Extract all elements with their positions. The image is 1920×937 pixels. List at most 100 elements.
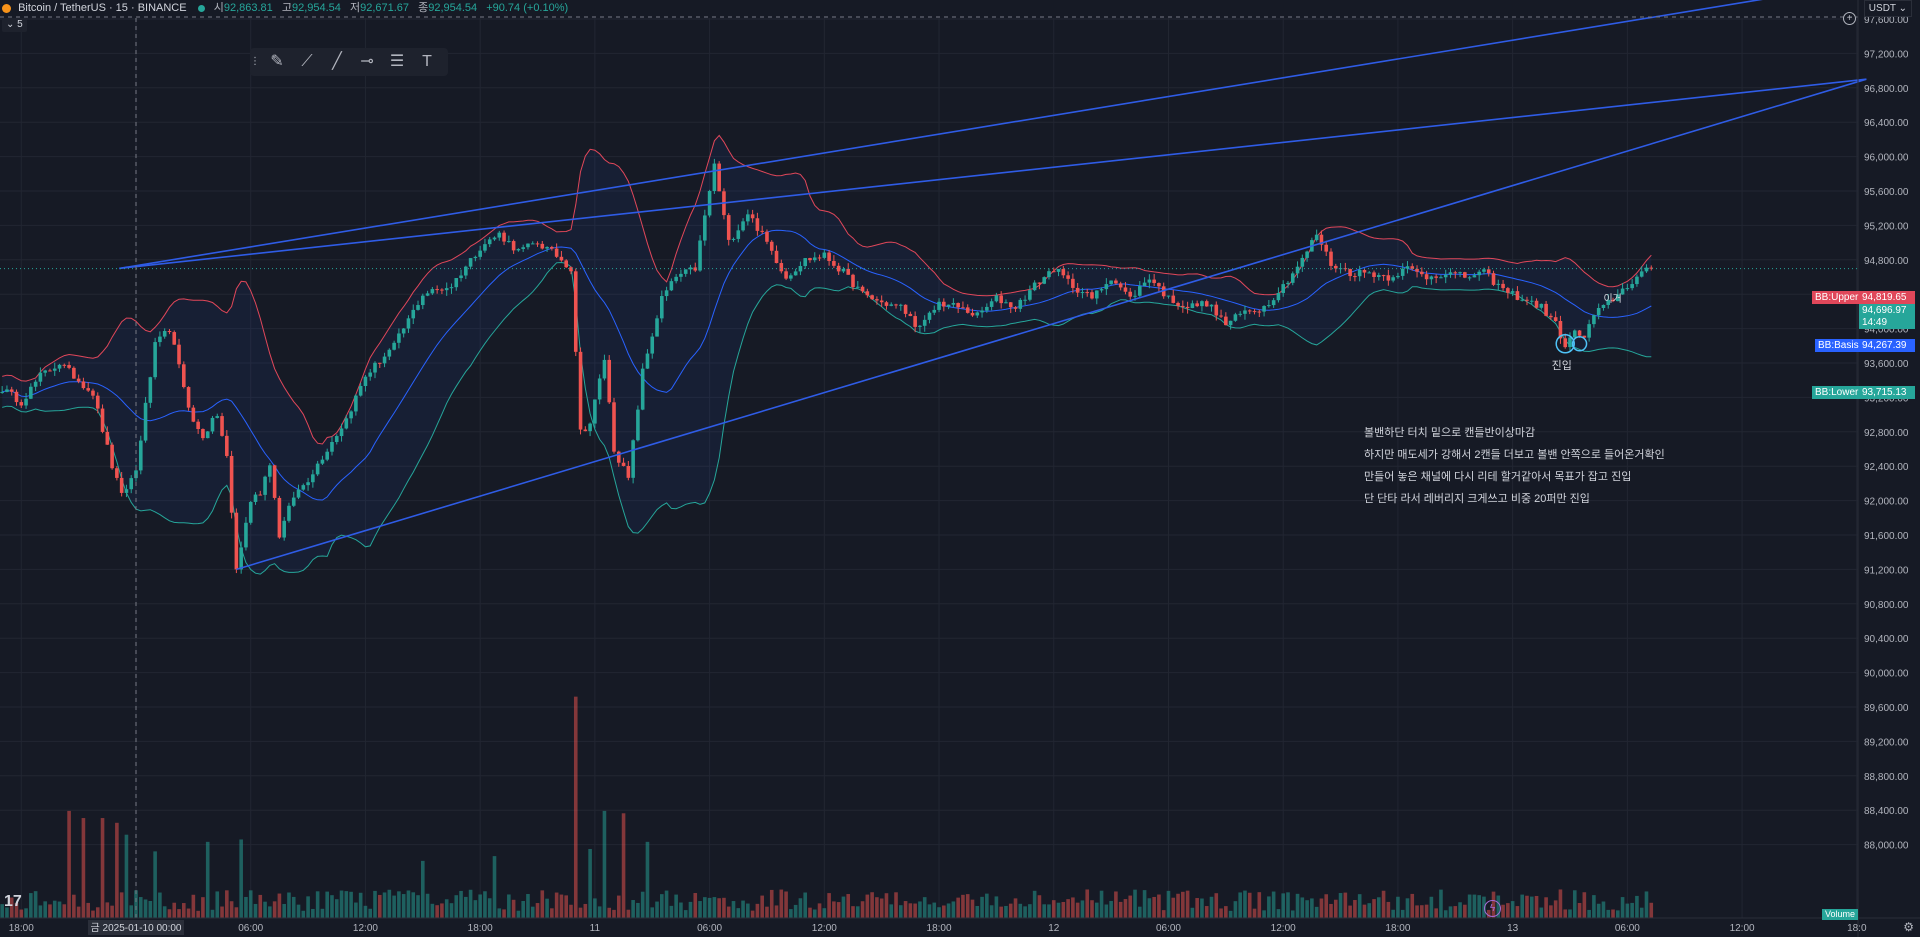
volume-bar xyxy=(220,906,224,918)
candle xyxy=(1224,316,1228,326)
ray-icon[interactable]: ╱ xyxy=(332,53,342,70)
volume-bar xyxy=(1181,891,1185,918)
candle xyxy=(1491,273,1496,285)
candle xyxy=(578,351,583,430)
candle xyxy=(387,349,392,357)
candle xyxy=(138,440,143,471)
volume-bar xyxy=(726,906,731,918)
brush-icon[interactable]: ✎ xyxy=(270,53,284,70)
volume-bar xyxy=(540,890,545,918)
fib-retracement-icon[interactable]: ☰ xyxy=(389,53,405,70)
candle xyxy=(1071,278,1075,288)
candle xyxy=(1482,269,1486,272)
volume-bar xyxy=(1616,910,1620,918)
candle xyxy=(1611,299,1615,302)
countdown-label: 14:49 xyxy=(1859,316,1915,329)
candle xyxy=(980,310,984,313)
candle xyxy=(903,304,908,314)
volume-bar xyxy=(91,910,95,918)
volume-bar xyxy=(1085,889,1090,918)
analysis-notes[interactable]: 볼밴하단 터치 밑으로 캔들반이상마감 하지만 매도세가 강해서 2캔들 더보고… xyxy=(1364,422,1665,510)
volume-bar xyxy=(970,899,975,918)
note-line-2: 하지만 매도세가 강해서 2캔들 더보고 볼밴 안쪽으로 들어온거확인 xyxy=(1364,449,1665,461)
candle xyxy=(76,378,81,382)
candle xyxy=(1047,271,1051,278)
price-tick-label: 94,000.00 xyxy=(1864,325,1909,336)
volume-bar xyxy=(980,896,984,918)
time-tick-label: 18:00 xyxy=(468,923,493,934)
candle xyxy=(1037,282,1042,284)
time-tick-label: 12 xyxy=(1048,923,1060,934)
candle xyxy=(1281,284,1285,294)
lightning-icon[interactable]: ϟ xyxy=(1484,900,1501,917)
candle xyxy=(502,232,506,242)
volume-bar xyxy=(1415,905,1419,918)
add-plus-icon[interactable]: + xyxy=(1843,12,1856,25)
trend-line-icon[interactable]: ⟋ xyxy=(301,53,313,70)
note-line-3: 만들어 놓은 채널에 다시 리테 할거같아서 목표가 잡고 진입 xyxy=(1364,471,1632,483)
candle xyxy=(1381,275,1386,277)
candle xyxy=(253,494,258,502)
channel-trendline xyxy=(119,0,1763,270)
volume-bar xyxy=(306,896,310,918)
volume-bar xyxy=(464,896,468,918)
candle xyxy=(1415,268,1419,272)
candle xyxy=(1405,266,1410,269)
volume-bar xyxy=(564,895,568,918)
bb-basis-line xyxy=(2,229,1652,501)
volume-bar xyxy=(755,903,760,918)
candle xyxy=(1348,269,1352,277)
entry-circle xyxy=(1555,334,1575,354)
close-label: 종 xyxy=(418,2,429,14)
volume-bar xyxy=(1587,909,1591,918)
candle xyxy=(793,271,798,276)
volume-bar xyxy=(956,897,960,918)
candle xyxy=(836,265,841,272)
candle xyxy=(182,364,186,388)
volume-bar xyxy=(406,890,411,918)
price-tick-label: 95,600.00 xyxy=(1864,187,1909,198)
candle xyxy=(851,274,855,288)
volume-bar xyxy=(1161,910,1166,918)
candle xyxy=(750,214,755,219)
candle xyxy=(86,388,90,391)
volume-bar xyxy=(263,901,267,918)
candle xyxy=(186,387,191,408)
indicator-collapse-button[interactable]: ⌄ 5 xyxy=(2,18,27,32)
candle xyxy=(244,522,248,548)
candle xyxy=(411,309,416,319)
candle xyxy=(731,238,736,240)
candle xyxy=(1157,283,1161,287)
horizontal-ray-icon[interactable]: ⊸ xyxy=(360,53,374,70)
volume-bar xyxy=(1123,899,1128,918)
volume-bar xyxy=(1367,903,1372,918)
candle xyxy=(1544,303,1548,316)
candle xyxy=(703,215,707,241)
time-tick-label: 12:00 xyxy=(1730,923,1755,934)
symbol-title[interactable]: Bitcoin / TetherUS · 15 · BINANCE xyxy=(18,2,187,14)
volume-bar xyxy=(62,904,67,918)
candle xyxy=(325,451,329,460)
settings-gear-icon[interactable]: ⚙ xyxy=(1903,920,1914,934)
tradingview-logo-icon[interactable]: 17 xyxy=(4,893,22,910)
candle xyxy=(301,485,306,490)
volume-bar xyxy=(272,901,277,918)
volume-bar xyxy=(1386,901,1391,918)
price-tick-label: 89,600.00 xyxy=(1864,703,1909,714)
currency-select[interactable]: USDT ⌄ xyxy=(1863,0,1912,17)
volume-bar xyxy=(468,889,473,918)
drag-handle-icon[interactable]: ⋮ xyxy=(250,56,260,67)
price-tick-label: 88,400.00 xyxy=(1864,806,1909,817)
candle xyxy=(736,230,741,239)
bb-upper-value-label: 94,819.65 xyxy=(1859,291,1915,304)
candle xyxy=(602,359,607,379)
symbol-header: Bitcoin / TetherUS · 15 · BINANCE 시92,86… xyxy=(0,0,1860,17)
candle xyxy=(1420,271,1424,275)
text-icon[interactable]: T xyxy=(422,53,432,70)
volume-bar xyxy=(1042,904,1046,918)
candle xyxy=(1439,277,1443,279)
volume-bar xyxy=(597,906,602,918)
candle xyxy=(965,307,970,313)
volume-bar xyxy=(573,696,578,918)
